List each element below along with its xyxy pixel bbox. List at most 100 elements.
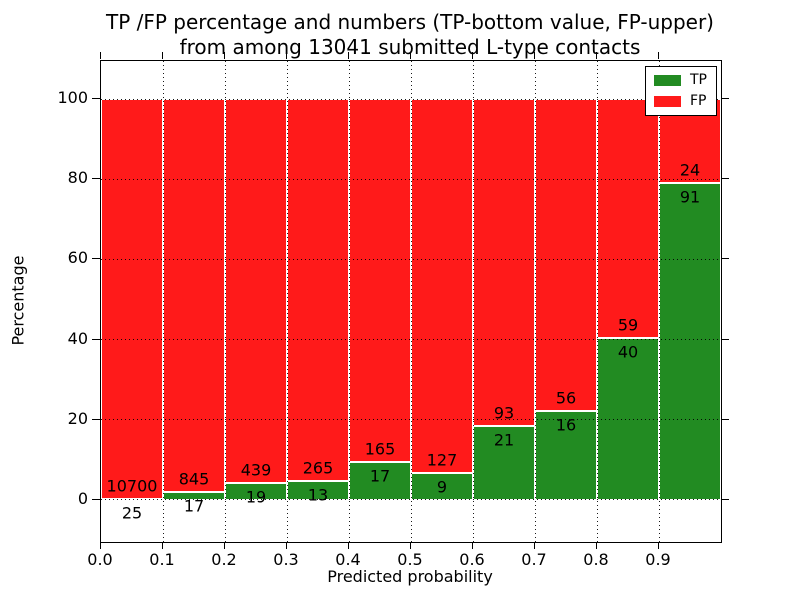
x-tick-mark-top (348, 52, 349, 59)
tp-count-label: 13 (307, 485, 329, 505)
y-tick-mark-right (721, 258, 729, 260)
fp-bar-segment (163, 99, 225, 492)
x-tick-mark (410, 542, 411, 549)
x-tick-mark (658, 542, 659, 549)
y-tick-label: 60 (67, 248, 88, 268)
tp-count-label: 21 (493, 430, 515, 450)
fp-bar-segment (535, 99, 597, 411)
fp-count-label: 56 (555, 388, 577, 408)
x-tick-mark-top (100, 52, 101, 59)
fp-bar-segment (101, 99, 163, 499)
tp-color-swatch (654, 75, 681, 86)
plot-area: 10700 25 845 17 439 19 265 13 165 17 127 9 93 21 56 16 5… (100, 60, 722, 543)
x-tick-mark-top (596, 52, 597, 59)
fp-count-label: 10700 (106, 476, 158, 496)
fp-count-label: 265 (302, 458, 334, 478)
x-tick-mark-top (534, 52, 535, 59)
tp-count-label: 17 (369, 466, 391, 486)
x-tick-mark (534, 542, 535, 549)
tp-bar-segment (349, 462, 411, 500)
tp-bar-segment (473, 426, 535, 500)
x-tick-label: 0.8 (583, 550, 609, 569)
tp-count-label: 25 (121, 503, 143, 523)
x-gridline (410, 61, 412, 542)
y-tick-mark-right (721, 338, 729, 340)
fp-count-label: 127 (426, 450, 458, 470)
tp-bar-segment (535, 410, 597, 500)
y-tick-mark-right (721, 418, 729, 420)
legend-entry-fp: FP (654, 94, 707, 109)
x-tick-mark (596, 542, 597, 549)
fp-bar-segment (225, 99, 287, 484)
y-tick-mark-right (721, 498, 729, 500)
y-tick-label: 0 (77, 488, 88, 508)
x-tick-mark-top (224, 52, 225, 59)
tp-bar-segment (659, 182, 721, 500)
x-tick-mark (162, 542, 163, 549)
y-tick-label: 80 (67, 168, 88, 188)
y-tick-label: 20 (67, 408, 88, 428)
y-tick-mark (92, 338, 100, 340)
y-tick-mark-right (721, 98, 729, 100)
fp-count-label: 165 (364, 439, 396, 459)
legend-label-tp: TP (690, 72, 707, 88)
chart-title: TP /FP percentage and numbers (TP-bottom… (90, 10, 730, 60)
tp-bar-segment (597, 337, 659, 500)
tp-count-label: 19 (245, 487, 267, 507)
fp-count-label: 439 (240, 460, 272, 480)
x-gridline (596, 61, 598, 542)
x-gridline (286, 61, 288, 542)
x-tick-label: 0.7 (521, 550, 547, 569)
x-tick-mark-top (286, 52, 287, 59)
y-tick-mark-right (721, 178, 729, 180)
x-tick-label: 0.4 (335, 550, 361, 569)
x-tick-mark (100, 542, 101, 549)
x-tick-label: 0.2 (211, 550, 237, 569)
tp-count-label: 9 (436, 477, 448, 497)
fp-color-swatch (654, 96, 681, 107)
y-tick-mark (92, 178, 100, 180)
y-tick-label: 40 (67, 328, 88, 348)
fp-count-label: 24 (679, 160, 701, 180)
tp-count-label: 16 (555, 415, 577, 435)
chart-title-line2: from among 13041 submitted L-type contac… (179, 35, 641, 59)
y-tick-mark (92, 98, 100, 100)
chart-title-line1: TP /FP percentage and numbers (TP-bottom… (106, 10, 714, 34)
x-tick-label: 0.6 (459, 550, 485, 569)
y-axis-label: Percentage (8, 255, 28, 346)
x-gridline (658, 61, 660, 542)
fp-bar-segment (411, 99, 473, 474)
fp-count-label: 845 (178, 469, 210, 489)
y-tick-label: 100 (57, 88, 88, 108)
tp-bar-segment (411, 473, 473, 500)
fp-bar-segment (597, 99, 659, 338)
y-tick-mark (92, 418, 100, 420)
tp-count-label: 40 (617, 342, 639, 362)
x-gridline (472, 61, 474, 542)
x-tick-mark (348, 542, 349, 549)
x-tick-mark-top (472, 52, 473, 59)
x-tick-label: 0.0 (87, 550, 113, 569)
x-tick-mark (472, 542, 473, 549)
x-gridline (162, 61, 164, 542)
x-tick-label: 0.9 (645, 550, 671, 569)
x-tick-label: 0.3 (273, 550, 299, 569)
legend-entry-tp: TP (654, 73, 707, 88)
tp-count-label: 17 (183, 496, 205, 516)
y-tick-mark (92, 258, 100, 260)
fp-bar-segment (349, 99, 411, 463)
x-gridline (534, 61, 536, 542)
y-tick-mark (92, 498, 100, 500)
x-axis-label: Predicted probability (327, 567, 493, 586)
fp-bar-segment (287, 99, 349, 482)
x-gridline (224, 61, 226, 542)
x-tick-label: 0.1 (149, 550, 175, 569)
x-tick-mark (286, 542, 287, 549)
tp-count-label: 91 (679, 187, 701, 207)
legend-label-fp: FP (690, 93, 707, 109)
legend: TP FP (645, 66, 717, 116)
fp-count-label: 93 (493, 403, 515, 423)
x-tick-label: 0.5 (397, 550, 423, 569)
x-tick-mark-top (658, 52, 659, 59)
